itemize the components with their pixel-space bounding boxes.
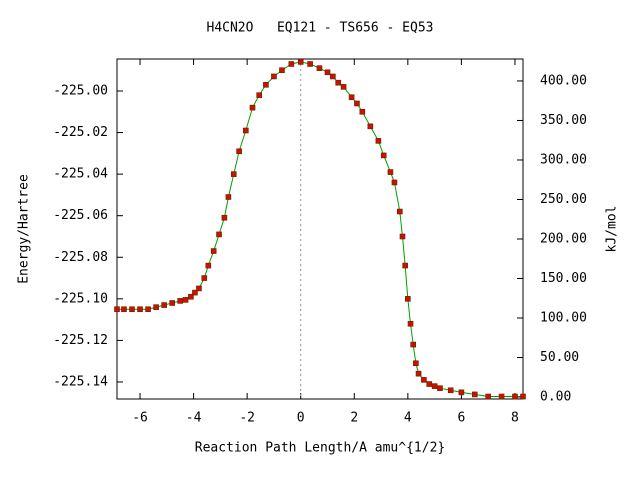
y2-tick-label: 250.00 [540, 192, 587, 207]
y-tick-label: -225.02 [53, 125, 108, 140]
point-marker [399, 233, 406, 240]
point-marker [431, 383, 438, 389]
point-marker [380, 152, 387, 159]
point-marker [498, 393, 505, 400]
point-marker [188, 293, 194, 300]
y-tick-label: -225.14 [53, 374, 108, 389]
point-marker [288, 61, 295, 67]
y2-axis-label: kJ/mol [605, 206, 620, 253]
y-tick-label: -225.00 [53, 84, 108, 99]
y-tick-label: -225.04 [53, 167, 108, 182]
point-marker [210, 248, 217, 254]
point-marker [192, 289, 198, 296]
point-marker [182, 297, 189, 303]
x-tick-label: 0 [297, 411, 305, 426]
point-marker [177, 298, 184, 304]
point-marker [271, 73, 277, 80]
point-marker [205, 262, 212, 269]
y2-tick-label: 150.00 [540, 271, 587, 286]
point-marker [263, 81, 269, 88]
point-marker [307, 61, 313, 67]
x-tick-label: -2 [239, 411, 255, 426]
point-marker [297, 59, 304, 65]
point-marker [137, 306, 143, 313]
point-marker [391, 179, 398, 186]
point-marker [405, 296, 411, 302]
point-marker [410, 341, 416, 348]
point-marker [114, 306, 120, 313]
point-marker [243, 127, 249, 134]
point-marker [512, 393, 518, 400]
x-tick-label: -6 [132, 411, 148, 426]
point-marker [145, 306, 151, 313]
x-tick-label: 2 [350, 411, 358, 426]
point-marker [230, 171, 237, 177]
point-marker [421, 377, 427, 383]
point-marker [397, 208, 403, 215]
point-marker [447, 387, 454, 394]
point-marker [415, 370, 422, 377]
y-tick-label: -225.12 [53, 333, 108, 348]
point-marker [520, 393, 526, 400]
point-marker [279, 67, 285, 74]
point-marker [169, 300, 175, 306]
energy-line [117, 61, 523, 398]
point-marker [458, 389, 465, 396]
point-marker [375, 138, 382, 144]
point-marker [121, 306, 127, 313]
y-tick-label: -225.06 [53, 208, 108, 223]
y-tick-label: -225.10 [53, 291, 108, 306]
point-marker [335, 79, 342, 86]
y2-tick-label: 50.00 [540, 350, 579, 365]
y2-tick-label: 0.00 [540, 390, 571, 405]
y2-tick-label: 100.00 [540, 311, 587, 326]
point-marker [225, 194, 232, 200]
point-marker [256, 92, 263, 98]
point-marker [367, 123, 374, 130]
plot-frame [116, 58, 524, 400]
point-marker [324, 69, 331, 76]
point-marker [413, 360, 419, 367]
y-tick-label: -225.08 [53, 250, 108, 265]
point-marker [201, 275, 208, 281]
x-axis-label: Reaction Path Length/A amu^{1/2} [195, 441, 445, 456]
point-marker [129, 306, 135, 313]
point-marker [236, 148, 242, 155]
point-marker [249, 104, 256, 111]
point-marker [196, 285, 202, 292]
point-marker [426, 381, 433, 387]
point-marker [348, 94, 355, 101]
point-marker [485, 393, 491, 400]
point-marker [402, 262, 408, 269]
x-tick-label: 6 [457, 411, 465, 426]
x-tick-label: -4 [186, 411, 202, 426]
point-marker [340, 84, 347, 90]
y2-tick-label: 300.00 [540, 152, 587, 167]
point-marker [330, 73, 336, 80]
point-marker [387, 169, 394, 175]
chart-title: H4CN2O EQ121 - TS656 - EQ53 [207, 21, 434, 36]
point-marker [153, 304, 159, 310]
x-tick-label: 4 [404, 411, 412, 426]
point-marker [471, 391, 478, 398]
point-marker [359, 108, 366, 115]
y-axis-label: Energy/Hartree [17, 174, 32, 284]
point-marker [221, 214, 228, 221]
point-marker [316, 65, 323, 71]
point-marker [437, 385, 443, 391]
point-marker [161, 302, 167, 308]
point-marker [407, 320, 414, 327]
y2-tick-label: 200.00 [540, 231, 587, 246]
point-marker [354, 100, 360, 107]
y2-tick-label: 400.00 [540, 73, 587, 88]
point-marker [216, 231, 222, 238]
x-tick-label: 8 [511, 411, 519, 426]
y2-tick-label: 350.00 [540, 113, 587, 128]
